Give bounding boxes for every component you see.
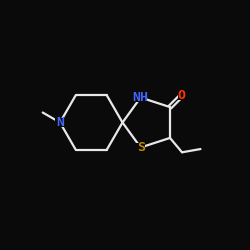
Text: NH: NH bbox=[133, 91, 149, 104]
Text: N: N bbox=[56, 116, 64, 129]
FancyBboxPatch shape bbox=[134, 93, 147, 102]
FancyBboxPatch shape bbox=[178, 91, 185, 100]
Text: O: O bbox=[178, 89, 186, 102]
Text: S: S bbox=[137, 141, 145, 154]
FancyBboxPatch shape bbox=[136, 143, 145, 152]
FancyBboxPatch shape bbox=[55, 118, 65, 127]
